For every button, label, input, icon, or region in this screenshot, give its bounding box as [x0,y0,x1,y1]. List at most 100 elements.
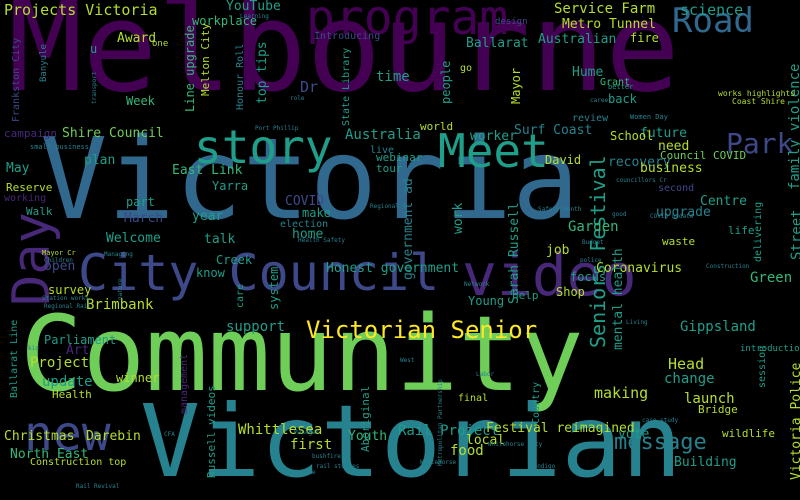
cloud-word: Construction [706,263,750,270]
cloud-word: Australia [345,127,421,143]
cloud-word: Darebin [86,429,141,444]
cloud-word: May [6,161,30,176]
cloud-word: Victoria [40,115,580,245]
cloud-word: tour [376,162,403,175]
cloud-word: Garden [568,219,619,235]
cloud-word: time [376,69,410,85]
cloud-word: Learning [240,13,269,20]
cloud-word: Bridge [698,403,738,416]
cloud-word: Metro Tunnel [562,17,656,32]
cloud-word: Festival reimagined [486,421,635,436]
cloud-word: Meet [438,124,549,178]
cloud-word: Health Safety [298,237,345,244]
cloud-word: Living [626,319,648,326]
cloud-word: transport [91,71,98,104]
cloud-word: Regional Rail [44,303,91,310]
cloud-word: waste [662,235,696,248]
cloud-word: CFA [164,431,175,438]
cloud-word: Gippsland [680,319,756,335]
cloud-word: works highlights [718,89,796,98]
cloud-word: message [614,430,707,455]
cloud-word: Russell videos [205,385,218,478]
cloud-word: open [44,259,76,274]
cloud-word: Hume [572,65,604,80]
cloud-word: Street [789,209,800,260]
cloud-word: Honest government [326,261,460,276]
cloud-word: Brimbank [86,297,154,313]
cloud-word: Construction top [30,457,127,468]
cloud-word: workplace [192,14,258,28]
cloud-word: Award [117,31,157,46]
cloud-word: Manager [294,429,320,436]
cloud-word: talk [204,232,236,247]
cloud-word: Surf Coast [514,123,593,138]
cloud-word: YouTube [226,0,281,14]
cloud-word: Building [674,455,737,470]
cloud-word: reduce [294,469,316,476]
cloud-word: food [450,443,484,459]
cloud-word: change [664,371,715,387]
cloud-word: Community [20,293,584,415]
cloud-word: Health [52,388,92,401]
cloud-word: Labor [476,371,495,378]
cloud-word: final [458,393,489,404]
cloud-word: go [460,63,473,74]
cloud-word: campaign [4,127,57,140]
cloud-word: Safety Month [538,206,582,213]
cloud-word: Metropolitan Partnership [437,379,444,466]
cloud-word: Mayor [509,67,523,104]
cloud-word: new [24,406,111,462]
cloud-word: Aboriginal [359,385,372,452]
cloud-word: Projects Victoria [4,1,158,19]
cloud-word: survey [48,283,92,297]
cloud-word: work [451,202,466,234]
cloud-word: local [466,433,506,448]
cloud-word: Bendigo [530,463,556,470]
cloud-word: case study [642,417,679,424]
cloud-word: Children [44,257,73,264]
cloud-word: Port Phillip [255,125,299,132]
cloud-word: March [124,211,164,226]
cloud-word: care [235,283,246,308]
cloud-word: mental health [611,248,626,350]
cloud-word: career [590,97,612,104]
cloud-word: councillors Cr [616,177,667,184]
cloud-word: back [608,92,637,106]
cloud-word: Managing [104,251,133,258]
cloud-word: one [152,39,169,49]
cloud-word: Service Farm [554,1,656,17]
cloud-word: bushfire [312,453,341,460]
cloud-word: Welcome [106,231,161,246]
cloud-word: system [267,266,281,310]
cloud-word: Whitehorse City [488,441,543,448]
cloud-word: design [495,17,528,27]
cloud-word: program [306,0,509,46]
cloud-word: Youth [348,429,388,444]
cloud-word: Rail Project [398,423,500,439]
cloud-word: world [420,120,454,133]
cloud-word: Grant [600,77,631,88]
cloud-word: science [680,1,744,19]
cloud-word: Ballarat [466,36,529,51]
cloud-word: West [400,357,415,364]
cloud-word: Australian [538,32,617,47]
cloud-word: nature [117,278,124,300]
cloud-word: East Link [172,163,243,178]
cloud-word: plan [84,153,116,168]
cloud-word: Country [531,381,542,424]
cloud-word: Week [126,94,155,108]
cloud-word: Coast Shire [732,97,785,106]
cloud-word: role [290,95,305,102]
cloud-word: vote [618,427,650,442]
cloud-word: Walk [26,205,53,218]
cloud-word: State Library [341,47,352,126]
cloud-word: Melton City [199,23,212,96]
cloud-word: live [370,145,395,156]
cloud-word: Budget [582,239,604,246]
cloud-word: Rail Revival [76,483,120,490]
cloud-word: David [545,153,582,167]
cloud-word: top tips [255,41,270,104]
cloud-word: year [192,209,224,224]
cloud-word: Parliament [44,333,117,347]
